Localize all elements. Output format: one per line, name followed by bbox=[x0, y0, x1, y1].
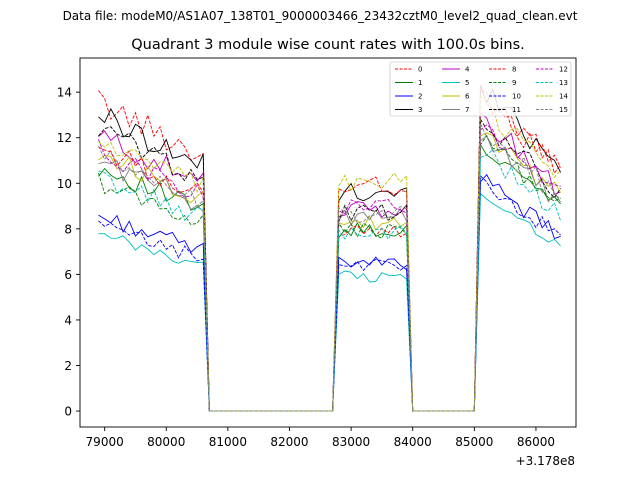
x-offset-label: +3.178e8 bbox=[516, 454, 575, 468]
x-tick-label: 84000 bbox=[394, 435, 432, 449]
x-tick-label: 81000 bbox=[209, 435, 247, 449]
y-tick-label: 4 bbox=[64, 313, 72, 327]
y-axis: 0 2 4 6 8 10 12 14 bbox=[57, 86, 80, 419]
legend-label-6: 6 bbox=[465, 93, 470, 101]
y-tick-label: 14 bbox=[57, 86, 72, 100]
legend-label-3: 3 bbox=[418, 106, 422, 114]
series-line-2 bbox=[98, 173, 561, 412]
legend-label-13: 13 bbox=[559, 79, 568, 87]
series-line-12 bbox=[98, 124, 561, 412]
x-tick-label: 85000 bbox=[455, 435, 493, 449]
legend-label-10: 10 bbox=[512, 93, 521, 101]
legend-label-9: 9 bbox=[512, 79, 516, 87]
legend-label-11: 11 bbox=[512, 106, 521, 114]
legend-label-12: 12 bbox=[559, 66, 568, 74]
legend-label-14: 14 bbox=[559, 93, 568, 101]
series-line-10 bbox=[98, 174, 561, 412]
legend-label-2: 2 bbox=[418, 93, 422, 101]
series-line-13 bbox=[98, 148, 562, 412]
plot-series-group bbox=[98, 84, 562, 412]
series-line-15 bbox=[98, 123, 561, 412]
y-tick-label: 8 bbox=[64, 222, 72, 236]
series-line-4 bbox=[98, 112, 561, 412]
y-tick-label: 12 bbox=[57, 131, 72, 145]
legend-label-0: 0 bbox=[418, 66, 422, 74]
x-tick-label: 79000 bbox=[86, 435, 124, 449]
legend-label-7: 7 bbox=[465, 106, 469, 114]
y-tick-label: 0 bbox=[64, 405, 72, 419]
legend-label-8: 8 bbox=[512, 66, 516, 74]
x-axis: 79000 80000 81000 82000 83000 84000 85000 86000 bbox=[86, 427, 555, 449]
y-tick-label: 2 bbox=[64, 359, 72, 373]
legend-box bbox=[389, 61, 572, 117]
x-tick-label: 80000 bbox=[147, 435, 185, 449]
series-line-0 bbox=[98, 84, 561, 412]
legend-label-4: 4 bbox=[465, 66, 470, 74]
axes-frame bbox=[79, 57, 577, 428]
x-tick-label: 86000 bbox=[517, 435, 555, 449]
x-tick-label: 82000 bbox=[270, 435, 308, 449]
series-line-5 bbox=[98, 192, 561, 412]
chart-suptitle: Data file: modeM0/AS1A07_138T01_90000034… bbox=[63, 9, 578, 23]
legend-label-15: 15 bbox=[559, 106, 568, 114]
legend-label-1: 1 bbox=[418, 79, 422, 87]
legend-label-5: 5 bbox=[465, 79, 469, 87]
chart-title: Quadrant 3 module wise count rates with … bbox=[131, 37, 525, 53]
series-line-6 bbox=[98, 132, 561, 412]
y-tick-label: 6 bbox=[64, 268, 72, 282]
y-tick-label: 10 bbox=[57, 177, 72, 191]
x-tick-label: 83000 bbox=[332, 435, 370, 449]
series-line-14 bbox=[98, 95, 561, 412]
